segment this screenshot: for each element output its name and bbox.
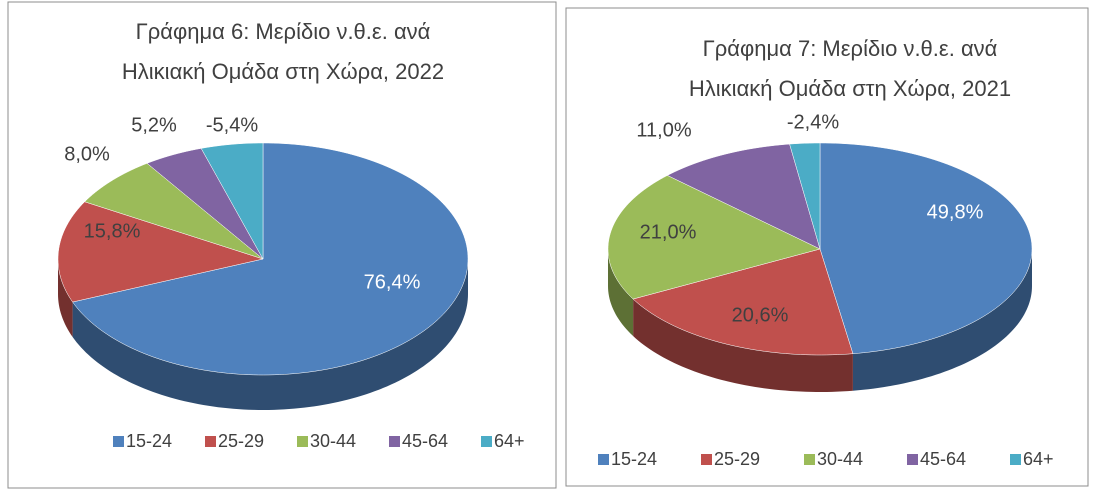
legend-swatch <box>481 436 492 447</box>
legend-swatch <box>701 454 712 465</box>
pie-slice <box>632 248 854 356</box>
data-label: 49,8% <box>927 201 984 223</box>
pie-slice <box>84 163 264 260</box>
pie-slice <box>200 142 264 260</box>
legend-label: 25-29 <box>714 449 760 469</box>
data-label: 5,2% <box>131 114 177 136</box>
legend-swatch <box>1010 454 1021 465</box>
legend-label: 64+ <box>494 431 525 451</box>
pie-slice <box>666 143 821 250</box>
data-label: 76,4% <box>364 271 421 293</box>
legend-swatch <box>907 454 918 465</box>
legend-label: 30-44 <box>310 431 356 451</box>
legend-label: 30-44 <box>817 449 863 469</box>
legend-swatch <box>205 436 216 447</box>
pie-slice-side <box>608 249 634 337</box>
data-label: 8,0% <box>64 143 110 165</box>
pie-slice-side <box>633 299 853 392</box>
pie-slice <box>789 142 821 250</box>
pie-slice-side <box>72 259 469 410</box>
legend-label: 45-64 <box>402 431 448 451</box>
legend-label: 15-24 <box>611 449 657 469</box>
legend-swatch <box>598 454 609 465</box>
pie-slice <box>819 142 1033 354</box>
data-label: -5,4% <box>206 114 258 136</box>
legend-swatch <box>113 436 124 447</box>
legend-label: 64+ <box>1023 449 1054 469</box>
data-label: 20,6% <box>732 304 789 326</box>
legend-swatch <box>297 436 308 447</box>
legend-label: 15-24 <box>126 431 172 451</box>
chart-title: Γράφημα 7: Μερίδιο ν.θ.ε. ανά <box>703 36 998 61</box>
data-label: 11,0% <box>636 119 691 141</box>
chart-title: Γράφημα 6: Μερίδιο ν.θ.ε. ανά <box>136 19 431 44</box>
legend-swatch <box>804 454 815 465</box>
data-label: 21,0% <box>640 221 697 243</box>
chart-title: Ηλικιακή Ομάδα στη Χώρα, 2022 <box>122 59 444 84</box>
pie-slice <box>72 142 469 376</box>
data-label: -2,4% <box>787 111 839 133</box>
pie-slice <box>146 148 264 260</box>
legend-label: 45-64 <box>920 449 966 469</box>
chart-title: Ηλικιακή Ομάδα στη Χώρα, 2021 <box>689 76 1011 101</box>
pie-slice-side <box>852 249 1032 391</box>
pie-slice <box>607 175 821 300</box>
pie-slice-side <box>58 259 73 338</box>
data-label: 15,8% <box>84 220 141 242</box>
legend-label: 25-29 <box>218 431 264 451</box>
legend-swatch <box>389 436 400 447</box>
pie-slice <box>57 201 264 303</box>
